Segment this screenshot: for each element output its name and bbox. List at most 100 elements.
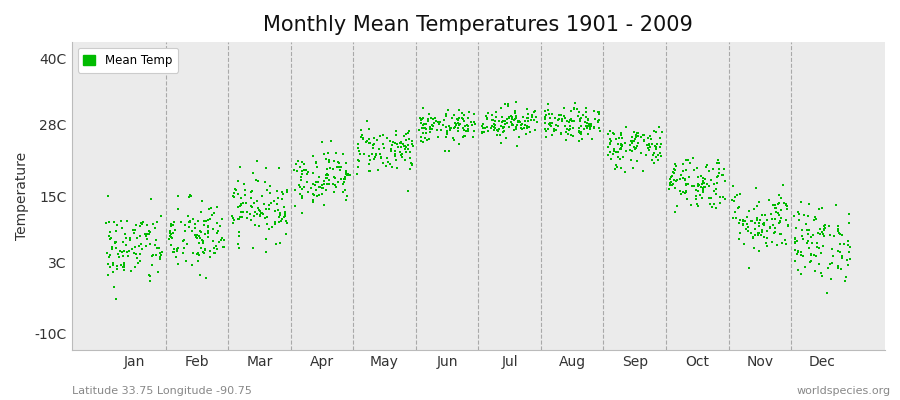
Point: [750, 203, 764, 210]
Point: [607, 148, 621, 154]
Point: [191, 250, 205, 256]
Point: [164, 223, 178, 229]
Point: [236, 208, 250, 215]
Point: [823, 261, 837, 267]
Point: [788, 239, 802, 246]
Point: [373, 151, 387, 158]
Point: [696, 185, 710, 191]
Point: [557, 104, 572, 111]
Point: [294, 210, 309, 216]
Point: [581, 131, 596, 138]
Point: [364, 156, 378, 163]
Point: [201, 228, 215, 235]
Point: [192, 240, 206, 246]
Point: [383, 146, 398, 152]
Point: [842, 242, 856, 248]
Point: [772, 219, 787, 225]
Point: [763, 211, 778, 217]
Point: [500, 101, 515, 108]
Point: [320, 165, 334, 172]
Point: [484, 112, 499, 118]
Point: [377, 145, 392, 152]
Point: [614, 132, 628, 138]
Point: [582, 124, 597, 131]
Point: [273, 240, 287, 246]
Point: [324, 138, 338, 144]
Point: [509, 142, 524, 149]
Point: [820, 290, 834, 296]
Point: [128, 226, 142, 233]
Point: [245, 188, 259, 195]
Point: [749, 185, 763, 191]
Point: [802, 201, 816, 207]
Point: [818, 222, 832, 228]
Point: [252, 206, 266, 213]
Point: [698, 184, 712, 190]
Point: [666, 168, 680, 175]
Point: [665, 181, 680, 187]
Point: [100, 192, 114, 199]
Point: [476, 121, 491, 127]
Point: [558, 123, 572, 130]
Point: [489, 114, 503, 120]
Point: [423, 126, 437, 132]
Point: [807, 268, 822, 274]
Point: [672, 176, 687, 182]
Point: [501, 114, 516, 121]
Point: [806, 217, 821, 223]
Point: [626, 128, 641, 135]
Point: [801, 213, 815, 219]
Point: [162, 236, 176, 243]
Point: [117, 264, 131, 270]
Point: [626, 138, 640, 144]
Point: [253, 210, 267, 216]
Point: [184, 193, 198, 199]
Point: [116, 262, 130, 268]
Point: [297, 167, 311, 173]
Point: [388, 128, 402, 134]
Point: [310, 193, 325, 200]
Point: [841, 238, 855, 244]
Point: [736, 222, 751, 228]
Point: [832, 230, 846, 236]
Point: [279, 230, 293, 237]
Point: [276, 214, 291, 221]
Point: [705, 204, 719, 210]
Point: [414, 120, 428, 127]
Point: [770, 208, 784, 215]
Point: [832, 241, 847, 247]
Point: [829, 202, 843, 208]
Point: [238, 187, 252, 194]
Point: [647, 160, 662, 166]
Point: [678, 175, 692, 182]
Point: [260, 221, 274, 227]
Point: [838, 278, 852, 284]
Point: [362, 126, 376, 132]
Point: [389, 132, 403, 138]
Point: [789, 251, 804, 258]
Point: [732, 204, 746, 210]
Point: [725, 197, 740, 204]
Point: [178, 222, 193, 228]
Point: [587, 124, 601, 130]
Point: [466, 119, 481, 125]
Point: [351, 157, 365, 163]
Point: [397, 133, 411, 140]
Point: [544, 123, 559, 130]
Point: [194, 198, 209, 204]
Point: [706, 188, 721, 194]
Point: [478, 125, 492, 131]
Point: [791, 217, 806, 223]
Point: [244, 188, 258, 195]
Point: [736, 241, 751, 247]
Point: [608, 149, 623, 156]
Point: [457, 133, 472, 139]
Point: [491, 128, 505, 134]
Point: [102, 219, 116, 225]
Point: [752, 248, 766, 254]
Point: [728, 209, 742, 216]
Point: [191, 218, 205, 224]
Point: [630, 130, 644, 137]
Point: [652, 124, 667, 130]
Point: [341, 171, 356, 178]
